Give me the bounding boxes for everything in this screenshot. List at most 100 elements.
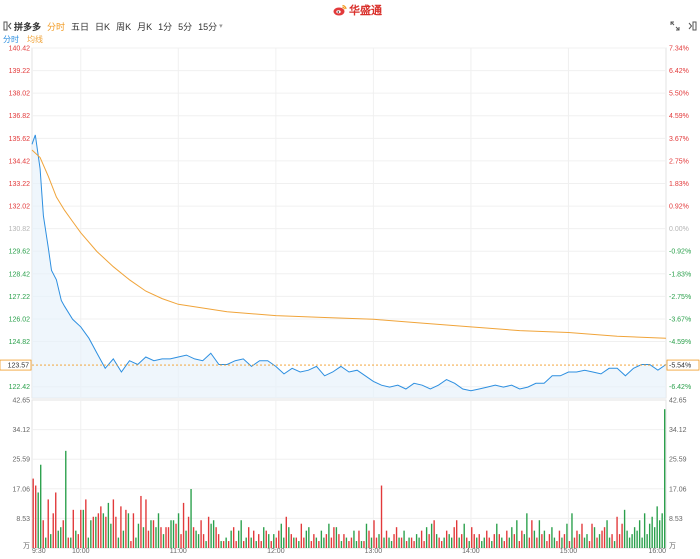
volume-bar — [117, 537, 120, 548]
volume-bar — [546, 541, 548, 548]
volume-bar — [355, 541, 358, 548]
volume-bar — [358, 530, 360, 548]
volume-bar — [390, 541, 393, 548]
next-stock-icon[interactable] — [687, 20, 697, 32]
volume-bar — [400, 537, 403, 548]
percent-tick-label: 0.00% — [669, 226, 689, 233]
price-tick-label: 124.82 — [9, 339, 31, 346]
tab-five-day[interactable]: 五日 — [71, 21, 90, 32]
volume-bar — [313, 534, 315, 548]
volume-bar — [621, 523, 623, 548]
volume-bar — [285, 516, 287, 548]
volume-bar — [513, 534, 516, 548]
percent-tick-label: 2.75% — [669, 158, 689, 165]
volume-bar — [157, 513, 160, 548]
volume-bar — [265, 530, 267, 548]
volume-bar — [217, 534, 220, 548]
volume-bar — [578, 534, 581, 548]
volume-bar — [643, 513, 646, 548]
volume-bar — [571, 513, 573, 548]
volume-bar — [283, 537, 285, 548]
volume-bar — [47, 499, 49, 548]
volume-bar — [115, 516, 117, 548]
volume-unit-label: 万 — [669, 542, 676, 550]
volume-bar — [428, 534, 430, 548]
volume-bar — [147, 530, 150, 548]
volume-bar — [526, 513, 528, 548]
tab-intraday[interactable]: 分时 — [47, 21, 66, 32]
tab-15min[interactable]: 15分 — [198, 21, 218, 32]
volume-bar — [516, 520, 518, 548]
volume-bar — [375, 537, 378, 548]
volume-bar — [433, 520, 435, 548]
tab-weekly-k[interactable]: 周K — [116, 21, 132, 32]
chevron-down-icon[interactable]: ▾ — [219, 23, 223, 30]
volume-bar — [398, 537, 400, 548]
volume-bar — [368, 530, 370, 548]
volume-bar — [245, 537, 247, 548]
volume-bar — [631, 534, 633, 548]
volume-bar — [207, 516, 210, 548]
volume-panel-frame — [31, 399, 667, 549]
volume-bar — [435, 534, 438, 548]
volume-bar — [603, 527, 606, 548]
volume-tick-label: 42.65 — [669, 398, 687, 405]
volume-bar — [288, 527, 290, 548]
volume-bar — [328, 523, 330, 548]
tab-monthly-k[interactable]: 月K — [137, 21, 153, 32]
volume-bar — [167, 527, 170, 548]
tab-5min[interactable]: 5分 — [178, 21, 193, 32]
volume-bar — [155, 527, 157, 548]
volume-bar — [170, 520, 172, 548]
volume-bar — [626, 530, 628, 548]
volume-bar — [140, 495, 142, 548]
volume-bar — [448, 534, 450, 548]
volume-bar — [122, 530, 125, 548]
volume-bar — [531, 520, 533, 548]
percent-tick-label: 6.42% — [669, 68, 689, 75]
volume-bar — [506, 530, 508, 548]
volume-bar — [290, 534, 292, 548]
volume-bar — [450, 537, 453, 548]
volume-bar — [528, 537, 531, 548]
volume-bar — [473, 534, 475, 548]
volume-bar — [548, 534, 551, 548]
volume-bar — [142, 527, 145, 548]
percent-tick-label: 3.67% — [669, 136, 689, 143]
volume-bar — [180, 534, 182, 548]
tab-1min[interactable]: 1分 — [158, 21, 173, 32]
volume-bar — [561, 537, 563, 548]
weibo-logo-icon — [333, 4, 347, 16]
volume-bar — [95, 516, 97, 548]
current-percent-label: -5.54% — [669, 363, 691, 370]
volume-bar — [165, 527, 167, 548]
tab-daily-k[interactable]: 日K — [95, 21, 111, 32]
volume-bar — [488, 537, 490, 548]
volume-bar — [468, 541, 470, 548]
percent-tick-label: -4.59% — [669, 339, 691, 346]
volume-bar — [598, 534, 601, 548]
volume-bar — [481, 541, 483, 548]
volume-bar — [200, 520, 202, 548]
volume-bar — [268, 534, 270, 548]
volume-bar — [611, 534, 613, 548]
fullscreen-icon[interactable] — [669, 20, 681, 32]
volume-bar — [80, 509, 82, 548]
volume-bar — [618, 534, 621, 548]
volume-bar — [230, 530, 232, 548]
prev-stock-icon[interactable] — [3, 20, 13, 32]
volume-bar — [295, 537, 297, 548]
volume-bar — [581, 523, 583, 548]
volume-bar — [563, 534, 566, 548]
volume-bar — [187, 516, 190, 548]
volume-bar — [343, 534, 345, 548]
volume-bar — [471, 527, 473, 548]
price-tick-label: 127.22 — [9, 294, 31, 301]
volume-bar — [418, 537, 420, 548]
volume-bar — [135, 537, 137, 548]
volume-bar — [102, 513, 105, 548]
volume-bar — [85, 499, 87, 548]
period-tab-bar: 拼多多 分时 五日 日K 周K 月K 1分 5分 15分 ▾ — [0, 20, 223, 32]
time-tick-label: 16:00 — [648, 548, 666, 555]
